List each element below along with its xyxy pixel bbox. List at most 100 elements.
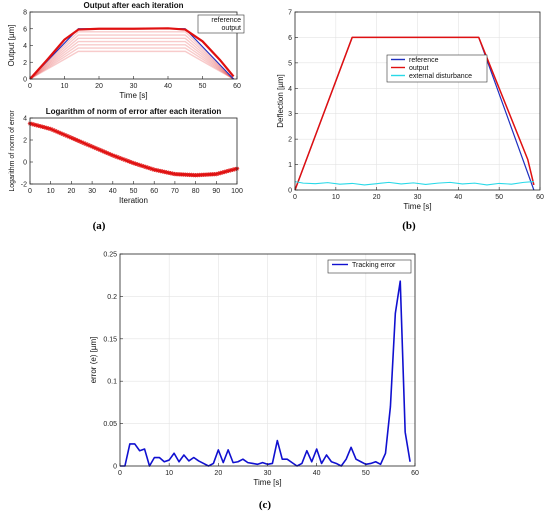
series-line-c-0	[120, 280, 411, 467]
y-tick-label-a-top-2: 4	[23, 43, 27, 50]
legend-box-a-top	[197, 14, 245, 34]
marker-a-bottom-50	[131, 160, 136, 166]
y-tick-label-a-top-0: 0	[23, 77, 27, 84]
panel-label-a: (a)	[93, 220, 106, 232]
y-tick-label-b-3: 3	[288, 111, 292, 118]
y-tick-label-b-7: 7	[288, 10, 292, 17]
legend-label-b-2: external disturbance	[409, 73, 472, 80]
x-tick-label-a-bottom-5: 50	[130, 188, 138, 195]
x-axis-label-c: Time [s]	[253, 478, 281, 487]
y-tick-label-b-0: 0	[288, 188, 292, 195]
legend-label-b-1: output	[409, 65, 429, 72]
legend-c: Tracking error	[327, 259, 412, 274]
x-tick-label-c-4: 40	[313, 470, 321, 477]
x-tick-label-a-top-5: 50	[199, 83, 207, 90]
x-tick-label-a-bottom-0: 0	[28, 188, 32, 195]
y-axis-label-c: error (e) [µm]	[89, 337, 98, 384]
legend-box-c	[327, 259, 412, 274]
x-tick-label-a-bottom-6: 60	[150, 188, 158, 195]
iteration-line-2	[29, 44, 234, 80]
x-axis-label-a-top: Time [s]	[119, 91, 147, 100]
marker-a-bottom-52	[135, 162, 140, 167]
x-tick-label-b-3: 30	[414, 194, 422, 201]
x-tick-label-a-bottom-8: 80	[192, 188, 200, 195]
x-tick-label-b-1: 10	[332, 194, 340, 201]
y-tick-label-c-3: 0.15	[103, 336, 117, 343]
x-tick-label-b-0: 0	[293, 194, 297, 201]
x-tick-label-a-bottom-1: 10	[47, 188, 55, 195]
x-tick-label-b-2: 20	[373, 194, 381, 201]
series-line-b-2	[294, 181, 534, 186]
x-tick-label-a-top-4: 40	[164, 83, 172, 90]
y-tick-label-c-1: 0.05	[103, 421, 117, 428]
y-tick-label-a-bottom-0: -2	[21, 182, 27, 189]
x-tick-label-a-bottom-2: 20	[68, 188, 76, 195]
y-axis-label-a-bottom: Logarithm of norm of error	[9, 110, 16, 192]
iteration-line-3	[29, 40, 234, 80]
legend-label-a-top-1: output	[222, 25, 242, 32]
chart-c: 0 10 20 30 40 50 60 0 0.05 0.1 0.15 0.2 0.25 Time [s]…	[89, 252, 419, 488]
y-axis-label-a-top: Output [µm]	[7, 25, 16, 67]
y-tick-label-c-2: 0.1	[107, 379, 117, 386]
x-tick-label-b-4: 40	[454, 194, 462, 201]
x-tick-label-c-2: 20	[214, 470, 222, 477]
x-tick-label-a-bottom-10: 100	[231, 188, 243, 195]
y-axis-label-b: Deflection [µm]	[276, 74, 285, 128]
x-tick-label-a-top-1: 10	[61, 83, 69, 90]
x-tick-label-c-3: 30	[264, 470, 272, 477]
chart-a-top: 0 10 20 30 40 50 60 0 2 4 6 8 Time [s] Output [µm] Out…	[7, 1, 245, 100]
x-tick-label-b-6: 60	[536, 194, 544, 201]
y-tick-label-a-bottom-2: 2	[23, 138, 27, 145]
y-tick-label-a-bottom-3: 4	[23, 116, 27, 123]
chart-title-a-bottom: Logarithm of norm of error after each it…	[46, 107, 222, 116]
y-tick-label-a-bottom-1: 0	[23, 160, 27, 167]
marker-a-bottom-5	[38, 124, 43, 129]
chart-title-a-top: Output after each iteration	[83, 1, 183, 10]
iteration-line-6	[29, 31, 235, 80]
iteration-line-5	[29, 34, 235, 80]
x-tick-label-c-5: 50	[362, 470, 370, 477]
x-tick-label-a-top-0: 0	[28, 83, 32, 90]
series-line-a-top-1	[29, 27, 235, 80]
x-tick-label-a-top-2: 20	[95, 83, 103, 90]
series-line-b-1	[294, 36, 535, 191]
y-tick-label-b-2: 2	[288, 137, 292, 144]
legend-label-c-0: Tracking error	[352, 262, 396, 269]
chart-b: 0 10 20 30 40 50 60 0 1 2 3 4 5 6 7 Time [s] Deflection …	[276, 10, 544, 212]
y-tick-label-b-4: 4	[288, 86, 292, 93]
x-tick-label-a-bottom-3: 30	[88, 188, 96, 195]
legend-label-b-0: reference	[409, 57, 439, 64]
panel-label-c: (c)	[259, 499, 272, 511]
x-tick-label-a-bottom-7: 70	[171, 188, 179, 195]
marker-a-bottom-95	[224, 169, 229, 174]
x-axis-label-a-bottom: Iteration	[119, 196, 148, 205]
legend-label-a-top-0: reference	[211, 17, 241, 24]
y-tick-label-b-5: 5	[288, 60, 292, 67]
x-tick-label-a-bottom-9: 90	[212, 188, 220, 195]
x-tick-label-b-5: 50	[495, 194, 503, 201]
x-axis-label-b: Time [s]	[403, 202, 431, 211]
y-tick-label-a-top-4: 8	[23, 10, 27, 17]
y-tick-label-c-5: 0.25	[103, 252, 117, 259]
x-tick-label-c-1: 10	[165, 470, 173, 477]
x-tick-label-a-top-3: 30	[130, 83, 138, 90]
marker-a-bottom-23	[75, 138, 80, 143]
x-tick-label-c-6: 60	[411, 470, 419, 477]
y-tick-label-a-top-1: 2	[23, 60, 27, 67]
marker-a-bottom-38	[106, 151, 111, 156]
y-tick-label-c-0: 0	[113, 464, 117, 471]
y-tick-label-b-6: 6	[288, 35, 292, 42]
y-tick-label-a-top-3: 6	[23, 26, 27, 33]
iteration-line-4	[29, 37, 235, 80]
x-tick-label-a-bottom-4: 40	[109, 188, 117, 195]
y-tick-label-b-1: 1	[288, 162, 292, 169]
marker-a-bottom-51	[133, 161, 138, 166]
x-tick-label-c-0: 0	[118, 470, 122, 477]
chart-a-bottom: 0 10 20 30 40 50 60 70 80 90 100-2024IterationLoga…	[9, 107, 243, 205]
panel-label-b: (b)	[402, 220, 416, 232]
x-tick-label-a-top-6: 60	[233, 83, 241, 90]
iteration-line-1	[29, 47, 234, 80]
